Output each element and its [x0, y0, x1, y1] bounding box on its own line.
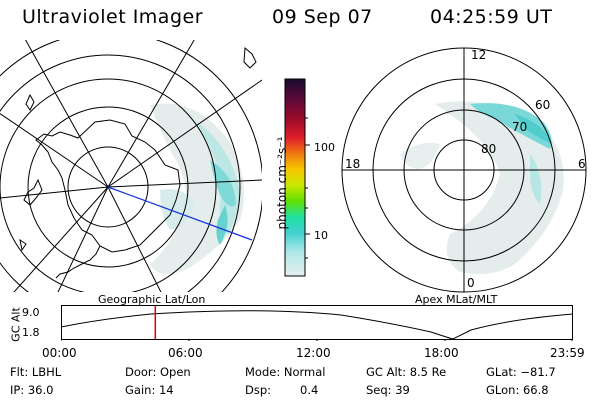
- seq-info: Seq: 39: [366, 383, 410, 397]
- mlat-label-60: 60: [535, 98, 551, 112]
- time-label: 04:25:59 UT: [430, 6, 553, 28]
- mlat-label-70: 70: [512, 120, 528, 134]
- dsp-value: 0.4: [300, 383, 319, 397]
- page-title: Ultraviolet Imager: [22, 6, 204, 28]
- aurora-emission: [400, 101, 564, 275]
- mlt-label-12: 12: [471, 48, 487, 62]
- colorbar: [284, 78, 310, 277]
- timeline-xtick-0: 00:00: [42, 346, 77, 360]
- geographic-map: [0, 40, 262, 292]
- terminator-line: [107, 186, 253, 241]
- aurora-emission: [150, 103, 244, 274]
- glat-info: GLat: −81.7: [486, 365, 556, 379]
- orbit-timeline: [61, 305, 574, 341]
- left-map-caption: Geographic Lat/Lon: [98, 293, 206, 306]
- timeline-xtick-1: 06:00: [168, 346, 203, 360]
- colorbar-tick-100: 100: [314, 141, 335, 154]
- mlat-label-80: 80: [481, 142, 497, 156]
- mlt-label-18: 18: [345, 157, 361, 171]
- timeline-xtick-4: 23:59: [550, 346, 585, 360]
- door-info: Door: Open: [125, 365, 191, 379]
- gain-info: Gain: 14: [125, 383, 174, 397]
- colorbar-tick-10: 10: [314, 229, 328, 242]
- magnetic-map: [341, 47, 587, 293]
- ip-info: IP: 36.0: [10, 383, 54, 397]
- altitude-curve: [61, 310, 574, 340]
- timeline-ytick-bottom: 1.8: [22, 326, 40, 339]
- timeline-ytick-top: 9.0: [22, 306, 40, 319]
- filter-info: Flt: LBHL: [10, 365, 62, 379]
- gc-alt-info: GC Alt: 8.5 Re: [366, 365, 447, 379]
- timeline-xtick-2: 12:00: [296, 346, 331, 360]
- dsp-label: Dsp:: [245, 383, 272, 397]
- mlt-label-6: 6: [578, 157, 586, 171]
- glon-info: GLon: 66.8: [486, 383, 549, 397]
- timeline-ylabel: GC Alt: [9, 307, 23, 342]
- mode-info: Mode: Normal: [245, 365, 326, 379]
- date-label: 09 Sep 07: [272, 6, 373, 28]
- timeline-xtick-3: 18:00: [424, 346, 459, 360]
- mlt-label-0: 0: [467, 276, 475, 290]
- colorbar-label: photon cm⁻²s⁻¹: [275, 136, 289, 230]
- right-map-caption: Apex MLat/MLT: [415, 293, 498, 306]
- antarctica-coastline: [35, 119, 181, 253]
